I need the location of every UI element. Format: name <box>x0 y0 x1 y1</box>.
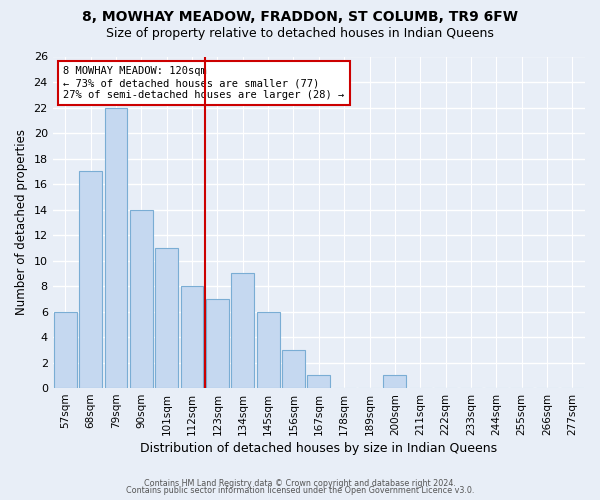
X-axis label: Distribution of detached houses by size in Indian Queens: Distribution of detached houses by size … <box>140 442 497 455</box>
Bar <box>54 312 77 388</box>
Bar <box>206 299 229 388</box>
Bar <box>257 312 280 388</box>
Bar <box>155 248 178 388</box>
Text: Contains public sector information licensed under the Open Government Licence v3: Contains public sector information licen… <box>126 486 474 495</box>
Text: Size of property relative to detached houses in Indian Queens: Size of property relative to detached ho… <box>106 28 494 40</box>
Text: Contains HM Land Registry data © Crown copyright and database right 2024.: Contains HM Land Registry data © Crown c… <box>144 478 456 488</box>
Bar <box>104 108 127 388</box>
Bar <box>307 376 330 388</box>
Y-axis label: Number of detached properties: Number of detached properties <box>15 130 28 316</box>
Text: 8 MOWHAY MEADOW: 120sqm
← 73% of detached houses are smaller (77)
27% of semi-de: 8 MOWHAY MEADOW: 120sqm ← 73% of detache… <box>64 66 344 100</box>
Text: 8, MOWHAY MEADOW, FRADDON, ST COLUMB, TR9 6FW: 8, MOWHAY MEADOW, FRADDON, ST COLUMB, TR… <box>82 10 518 24</box>
Bar <box>79 172 102 388</box>
Bar <box>282 350 305 388</box>
Bar <box>232 274 254 388</box>
Bar <box>383 376 406 388</box>
Bar <box>181 286 203 388</box>
Bar <box>130 210 153 388</box>
